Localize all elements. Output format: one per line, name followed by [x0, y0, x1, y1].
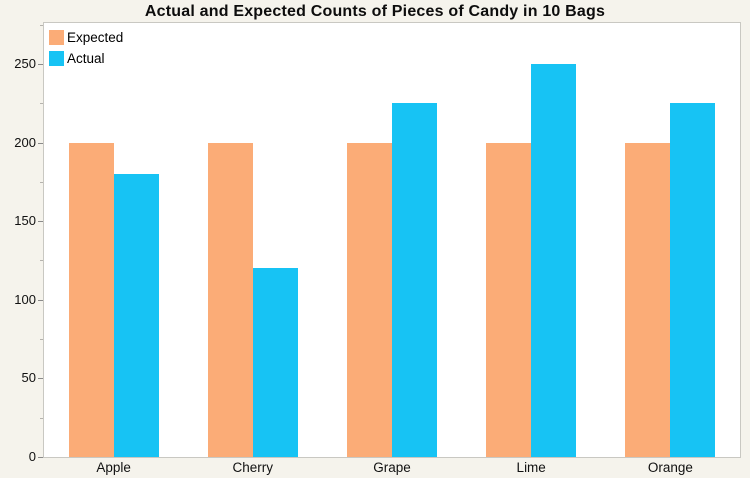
plot-area: Expected Actual [43, 22, 741, 458]
x-tick-label-lime: Lime [516, 460, 546, 475]
bar-expected-lime [486, 142, 532, 457]
x-tick-label-apple: Apple [96, 460, 131, 475]
bar-expected-grape [347, 142, 392, 457]
bar-actual-orange [670, 103, 716, 457]
chart-title: Actual and Expected Counts of Pieces of … [144, 3, 606, 20]
bar-actual-apple [113, 173, 159, 457]
bar-actual-lime [531, 63, 577, 457]
legend-item-actual: Actual [49, 51, 123, 66]
legend-label-actual: Actual [67, 51, 105, 66]
legend-swatch-expected [49, 30, 64, 45]
y-tick-label-200: 200 [14, 134, 36, 150]
x-tick-label-orange: Orange [647, 460, 693, 475]
y-tick-label-100: 100 [14, 291, 36, 307]
legend-swatch-actual [49, 51, 64, 66]
bars-layer [44, 23, 740, 457]
y-tick-label-150: 150 [14, 213, 36, 229]
x-tick-label-grape: Grape [373, 460, 411, 475]
bar-expected-orange [625, 142, 671, 457]
legend-label-expected: Expected [67, 30, 124, 45]
y-tick-label-0: 0 [28, 449, 36, 464]
x-tick-label-cherry: Cherry [232, 460, 274, 475]
bar-actual-cherry [252, 268, 298, 457]
bar-expected-apple [68, 142, 114, 457]
bar-expected-cherry [207, 142, 253, 457]
legend-item-expected: Expected [49, 30, 123, 45]
bar-actual-grape [392, 103, 437, 457]
y-tick-label-250: 250 [14, 55, 36, 71]
legend: Expected Actual [49, 30, 123, 72]
y-tick-label-50: 50 [21, 370, 36, 386]
